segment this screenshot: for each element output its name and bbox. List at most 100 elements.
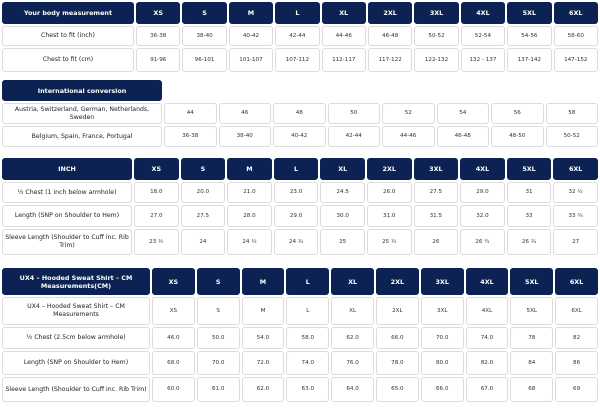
value-cell: 46-48	[367, 26, 413, 46]
value-cell: 24	[180, 229, 226, 255]
size-header: XL	[331, 268, 374, 295]
value-cell: 66.0	[375, 327, 419, 349]
value-cell: 52	[382, 103, 435, 124]
value-cell: 20.0	[180, 182, 226, 203]
row-label: Austria, Switzerland, German, Netherland…	[2, 103, 162, 124]
value-cell: 48-50	[491, 126, 544, 147]
size-header: M	[228, 2, 274, 24]
value-cell: 52-54	[460, 26, 506, 46]
value-cell: 58-60	[553, 26, 598, 46]
value-cell: 50	[327, 103, 380, 124]
header-row: Your body measurement XS S M L XL 2XL 3XL 4XL 5XL…	[2, 2, 598, 24]
value-cell: 30.0	[320, 205, 365, 227]
size-header: 3XL	[420, 268, 464, 295]
value-cell: 101-107	[228, 48, 274, 72]
value-cell: 25 ½	[366, 229, 412, 255]
size-header: 3XL	[413, 158, 459, 180]
value-cell: 122-132	[414, 48, 459, 72]
value-cell: 62.0	[241, 377, 285, 402]
size-table: International conversion Austria, Switzer…	[0, 78, 600, 149]
empty-cell	[164, 80, 217, 101]
size-header: XS	[134, 158, 179, 180]
value-cell: 32 ½	[553, 182, 598, 203]
value-cell: 54.0	[241, 327, 285, 349]
value-cell: 24 ½	[227, 229, 272, 255]
size-header: 5XL	[506, 158, 552, 180]
row-label: ½ Chest (2.5cm below armhole)	[2, 327, 150, 349]
header-row: International conversion	[2, 80, 598, 101]
value-cell: 58	[545, 103, 598, 124]
size-header: S	[196, 268, 240, 295]
value-cell: 50.0	[196, 327, 240, 349]
value-cell: 6XL	[555, 297, 598, 325]
value-cell: 70.0	[196, 351, 240, 375]
value-cell: 4XL	[465, 297, 509, 325]
data-row: Sleeve Length (Shoulder to Cuff inc. Rib…	[2, 377, 598, 402]
value-cell: 78	[510, 327, 554, 349]
value-cell: 68.0	[152, 351, 195, 375]
data-row: Length (SNP on Shoulder to Hem) 27.0 27.5 2…	[2, 205, 598, 227]
value-cell: 18.0	[134, 182, 179, 203]
size-header: M	[227, 158, 272, 180]
size-header: 6XL	[553, 2, 598, 24]
value-cell: 46-48	[436, 126, 489, 147]
size-header: 3XL	[414, 2, 459, 24]
header-label: International conversion	[2, 80, 162, 101]
size-header: 6XL	[553, 158, 598, 180]
value-cell: 70.0	[420, 327, 464, 349]
size-header: L	[273, 158, 319, 180]
value-cell: 54-56	[507, 26, 552, 46]
data-row: Austria, Switzerland, German, Netherland…	[2, 103, 598, 124]
value-cell: 61.0	[196, 377, 240, 402]
row-label: Length (SNP on Shoulder to Hem)	[2, 205, 132, 227]
value-cell: 63.0	[286, 377, 330, 402]
value-cell: 69	[555, 377, 598, 402]
size-table: Your body measurement XS S M L XL 2XL 3XL 4XL 5XL…	[0, 0, 600, 74]
empty-cell	[437, 80, 490, 101]
empty-cell	[382, 80, 435, 101]
data-row: Length (SNP on Shoulder to Hem) 68.0 70.0 7…	[2, 351, 598, 375]
data-row: Sleeve Length (Shoulder to Cuff inc. Rib…	[2, 229, 598, 255]
value-cell: 26 ¼	[460, 229, 505, 255]
row-label: UX4 – Hooded Sweat Shirt – CM Measuremen…	[2, 297, 150, 325]
header-row: UX4 – Hooded Sweat Shirt – CM Measuremen…	[2, 268, 598, 295]
value-cell: 80.0	[420, 351, 464, 375]
value-cell: 60.0	[152, 377, 195, 402]
value-cell: 86	[555, 351, 598, 375]
value-cell: 36-38	[164, 126, 217, 147]
value-cell: 29.0	[273, 205, 319, 227]
value-cell: 26.0	[366, 182, 412, 203]
value-cell: 40-42	[228, 26, 274, 46]
header-row: INCH XS S M L XL 2XL 3XL 4XL 5XL 6XL	[2, 158, 598, 180]
empty-cell	[546, 80, 599, 101]
value-cell: 46.0	[152, 327, 195, 349]
table-body: Your body measurement XS S M L XL 2XL 3XL 4XL 5XL…	[2, 2, 598, 72]
value-cell: 62.0	[331, 327, 374, 349]
value-cell: 84	[510, 351, 554, 375]
value-cell: 31	[506, 182, 552, 203]
data-row: ½ Chest (1 inch below armhole) 18.0 20.0 21…	[2, 182, 598, 203]
size-header: 4XL	[460, 158, 505, 180]
value-cell: 33	[506, 205, 552, 227]
size-header: XL	[321, 2, 366, 24]
value-cell: 54	[436, 103, 489, 124]
table-body: UX4 – Hooded Sweat Shirt – CM Measuremen…	[2, 268, 598, 402]
header-label: INCH	[2, 158, 132, 180]
size-header: 2XL	[366, 158, 412, 180]
row-label: Sleeve Length (Shoulder to Cuff inc. Rib…	[2, 229, 132, 255]
value-cell: 107-112	[275, 48, 320, 72]
table-body: International conversion Austria, Switzer…	[2, 80, 598, 147]
value-cell: 26	[413, 229, 459, 255]
value-cell: 66.0	[420, 377, 464, 402]
value-cell: 117-122	[367, 48, 413, 72]
size-header: S	[182, 2, 227, 24]
value-cell: 28.0	[227, 205, 272, 227]
value-cell: 147-152	[553, 48, 598, 72]
value-cell: 50-52	[545, 126, 598, 147]
size-header: 5XL	[507, 2, 552, 24]
size-header: L	[286, 268, 330, 295]
table-body: INCH XS S M L XL 2XL 3XL 4XL 5XL 6XL ½ Chest (1 inc…	[2, 158, 598, 255]
value-cell: 82.0	[465, 351, 509, 375]
value-cell: XS	[152, 297, 195, 325]
